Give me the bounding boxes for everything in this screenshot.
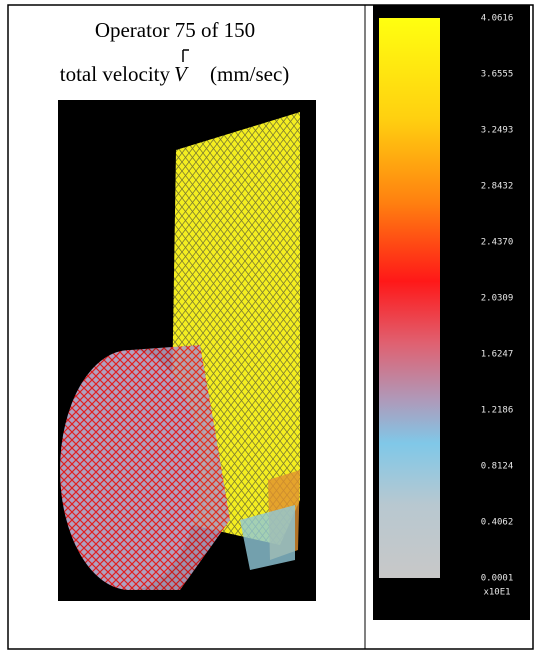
- colorbar-label: 2.0309: [481, 294, 514, 304]
- colorbar-label: 0.0001: [481, 574, 514, 584]
- colorbar-label: 0.4062: [481, 518, 514, 528]
- colorbar-label: 1.2186: [481, 406, 514, 416]
- colorbar: [379, 18, 440, 578]
- quantity: total velocity: [60, 62, 171, 86]
- colorbar-multiplier: x10E1: [483, 588, 510, 598]
- colorbar-label: 1.6247: [481, 350, 514, 360]
- colorbar-label: 2.4370: [481, 238, 514, 248]
- colorbar-label: 4.0616: [481, 14, 514, 24]
- page: Operator 75 of 150 total velocity V (mm/…: [0, 0, 534, 650]
- symbol: V: [174, 62, 189, 86]
- vector-arrow: [183, 50, 189, 62]
- title: Operator 75 of 150: [95, 18, 255, 42]
- colorbar-label: 3.6555: [481, 70, 514, 80]
- colorbar-label: 0.8124: [481, 462, 514, 472]
- units: (mm/sec): [210, 62, 289, 86]
- colorbar-label: 2.8432: [481, 182, 514, 192]
- colorbar-label: 3.2493: [481, 126, 514, 136]
